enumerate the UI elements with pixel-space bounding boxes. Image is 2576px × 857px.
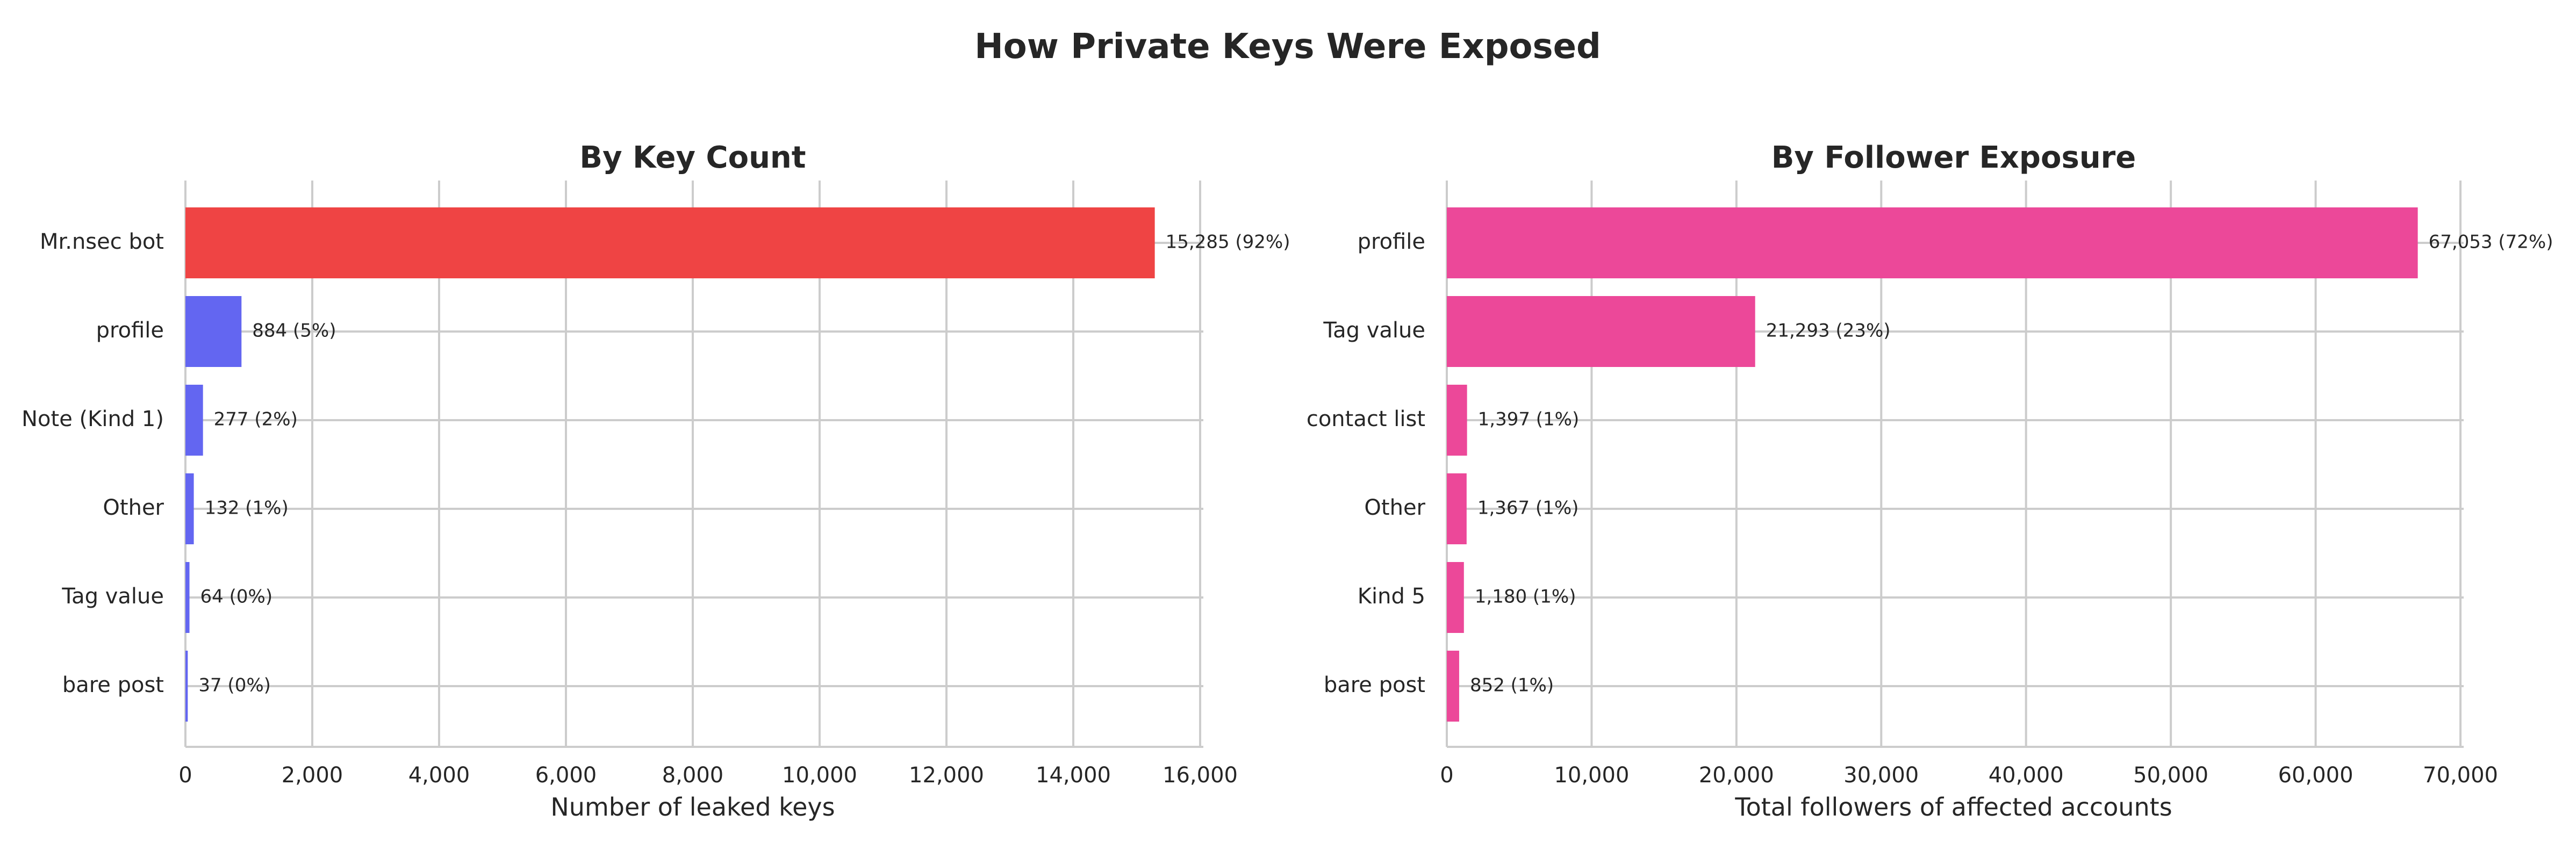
y-tick-label: Mr.nsec bot [40, 229, 164, 254]
x-tick-label: 2,000 [282, 763, 343, 788]
x-tick-label: 4,000 [408, 763, 470, 788]
x-axis-label: Total followers of affected accounts [1734, 793, 2172, 822]
y-tick-label: Other [103, 495, 164, 520]
data-label: 852 (1%) [1470, 675, 1554, 696]
x-tick-label: 20,000 [1699, 763, 1774, 788]
x-tick-label: 16,000 [1163, 763, 1238, 788]
y-tick-label: profile [1358, 229, 1425, 254]
y-tick-label: bare post [62, 673, 164, 697]
chart-panel-2: 67,053 (72%) 21,293 (23%) 1,397 (1%) 1,367 … [1307, 140, 2553, 822]
figure-title: How Private Keys Were Exposed [974, 27, 1601, 67]
x-tick-label: 60,000 [2278, 763, 2353, 788]
y-tick-label: Tag value [61, 584, 164, 609]
y-tick-label: Tag value [1323, 318, 1425, 343]
y-tick-label: profile [96, 318, 164, 343]
chart-panel-1: 15,285 (92%) 884 (5%) 277 (2%) 132 (1%) 64 (… [21, 140, 1290, 822]
x-tick-label: 70,000 [2423, 763, 2498, 788]
x-tick-label: 14,000 [1036, 763, 1111, 788]
x-tick-label: 6,000 [535, 763, 597, 788]
x-tick-label: 12,000 [909, 763, 984, 788]
x-tick-label: 50,000 [2133, 763, 2208, 788]
data-label: 884 (5%) [252, 320, 336, 342]
x-tick-label: 0 [178, 763, 192, 788]
chart-title: By Key Count [579, 140, 806, 175]
x-tick-label: 10,000 [1554, 763, 1629, 788]
bar [1447, 562, 1464, 633]
y-tick-label: contact list [1307, 407, 1425, 431]
x-tick-label: 8,000 [662, 763, 724, 788]
bar [1447, 651, 1459, 722]
data-label: 37 (0%) [198, 675, 271, 696]
x-tick-label: 30,000 [1843, 763, 1919, 788]
x-tick-label: 0 [1440, 763, 1453, 788]
bar [185, 207, 1155, 278]
data-label: 64 (0%) [200, 586, 273, 608]
y-tick-label: Other [1364, 495, 1425, 520]
bar [185, 651, 188, 722]
bar [185, 385, 203, 456]
y-tick-label: Note (Kind 1) [21, 407, 164, 431]
x-axis-label: Number of leaked keys [550, 793, 835, 822]
y-tick-label: Kind 5 [1358, 584, 1425, 609]
data-label: 67,053 (72%) [2429, 232, 2553, 253]
data-label: 15,285 (92%) [1166, 232, 1290, 253]
bar [185, 296, 242, 367]
x-tick-label: 40,000 [1989, 763, 2064, 788]
data-label: 21,293 (23%) [1766, 320, 1891, 342]
bar [185, 562, 190, 633]
data-label: 132 (1%) [205, 498, 289, 519]
bar [185, 473, 194, 544]
bar [1447, 385, 1467, 456]
chart-title: By Follower Exposure [1771, 140, 2136, 175]
data-label: 1,367 (1%) [1477, 498, 1579, 519]
data-label: 1,397 (1%) [1478, 409, 1580, 430]
data-label: 277 (2%) [214, 409, 298, 430]
bar [1447, 296, 1755, 367]
bar [1447, 473, 1467, 544]
x-tick-label: 10,000 [782, 763, 857, 788]
bar [1447, 207, 2418, 278]
data-label: 1,180 (1%) [1475, 586, 1576, 608]
y-tick-label: bare post [1324, 673, 1425, 697]
